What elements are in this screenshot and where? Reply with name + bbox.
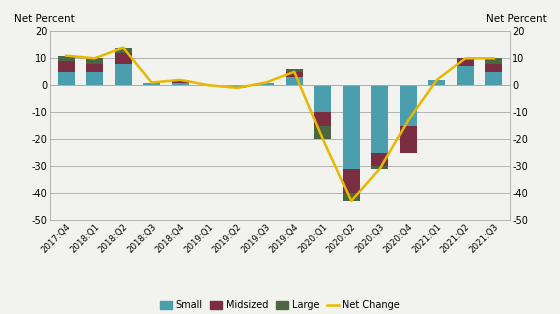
Bar — [286, 72, 303, 77]
Bar — [343, 169, 360, 193]
Text: Net Percent: Net Percent — [486, 14, 547, 24]
Bar — [371, 153, 389, 166]
Bar — [171, 83, 189, 85]
Text: Net Percent: Net Percent — [13, 14, 74, 24]
Bar — [400, 126, 417, 153]
Bar — [86, 58, 103, 64]
Bar — [257, 83, 274, 85]
Bar — [115, 64, 132, 85]
Bar — [171, 80, 189, 83]
Bar — [86, 64, 103, 72]
Bar — [371, 166, 389, 169]
Bar — [486, 58, 502, 64]
Bar — [286, 69, 303, 72]
Bar — [457, 58, 474, 66]
Bar — [371, 85, 389, 153]
Bar — [400, 85, 417, 126]
Bar — [457, 66, 474, 85]
Bar — [143, 83, 160, 85]
Bar — [58, 61, 74, 72]
Bar — [486, 64, 502, 72]
Bar — [428, 80, 445, 85]
Bar — [286, 77, 303, 85]
Bar — [58, 56, 74, 61]
Bar — [228, 85, 246, 88]
Legend: Small, Midsized, Large, Net Change: Small, Midsized, Large, Net Change — [156, 296, 404, 314]
Bar — [115, 47, 132, 53]
Bar — [86, 72, 103, 85]
Bar — [343, 85, 360, 169]
Bar — [314, 126, 332, 139]
Bar — [314, 85, 332, 112]
Bar — [115, 53, 132, 64]
Bar — [343, 193, 360, 201]
Bar — [58, 72, 74, 85]
Bar — [486, 72, 502, 85]
Bar — [314, 112, 332, 126]
